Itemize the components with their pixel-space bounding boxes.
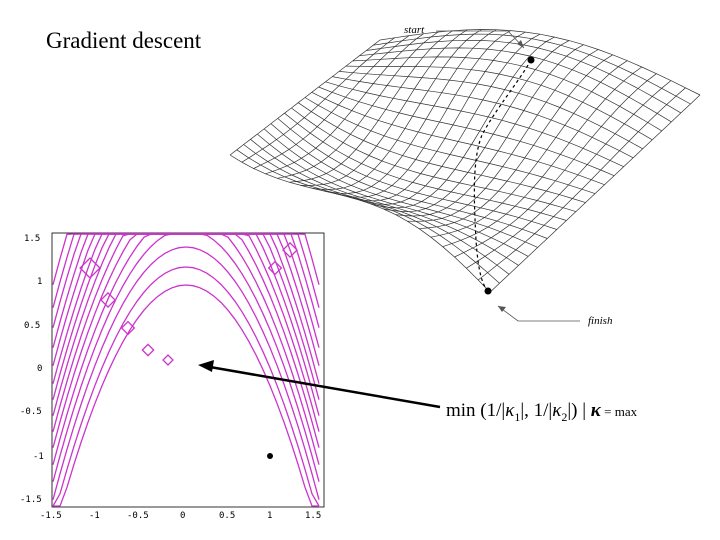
y-tick: -0.5 xyxy=(20,407,42,417)
finish-arrow xyxy=(497,305,580,322)
contour-line xyxy=(52,246,320,500)
slide-title: Gradient descent xyxy=(46,28,202,53)
y-tick: 0 xyxy=(37,364,42,374)
x-tick: 0 xyxy=(180,511,185,521)
mesh-line xyxy=(318,86,615,177)
mesh-line xyxy=(359,47,672,123)
x-tick: 1 xyxy=(267,511,272,521)
y-tick: -1.5 xyxy=(20,495,42,505)
y-tick: 1 xyxy=(37,277,42,287)
mesh-line xyxy=(373,33,691,105)
contour-point xyxy=(267,453,273,459)
contour-line xyxy=(53,284,319,507)
x-tick: -1.5 xyxy=(40,511,62,521)
mesh-line xyxy=(477,87,686,281)
mesh-line xyxy=(371,36,555,209)
contour-loop xyxy=(79,257,101,279)
mesh-line xyxy=(366,39,682,114)
mesh-line xyxy=(311,91,605,186)
x-tick: -0.5 xyxy=(127,511,149,521)
mesh-line xyxy=(442,66,643,248)
finish-label: finish xyxy=(588,315,613,327)
x-axis-ticks: -1.5 -1 -0.5 0 0.5 1 1.5 xyxy=(40,511,321,521)
start-label: start xyxy=(404,24,425,36)
contour-loop xyxy=(120,320,136,336)
descent-path xyxy=(473,56,535,295)
mesh-line xyxy=(466,80,672,269)
contour-loop xyxy=(141,343,155,357)
mesh-line xyxy=(407,49,599,222)
y-tick: 0.5 xyxy=(24,321,40,331)
mesh-line xyxy=(430,60,628,238)
finish-point xyxy=(484,287,492,295)
y-axis-ticks: 1.5 1 0.5 0 -0.5 -1 -1.5 xyxy=(20,234,44,505)
mesh-line xyxy=(345,65,653,141)
x-tick: 0.5 xyxy=(219,511,235,521)
mesh-line xyxy=(325,81,624,168)
start-point xyxy=(527,56,535,64)
contour-loop xyxy=(267,260,283,276)
mesh-line xyxy=(339,71,643,150)
contour-loop xyxy=(100,292,116,308)
mesh-line xyxy=(395,44,584,217)
mesh-line xyxy=(419,54,613,230)
mesh-line xyxy=(454,73,657,258)
mesh-line xyxy=(379,29,701,96)
y-tick: -1 xyxy=(33,452,44,462)
mesh-line xyxy=(352,56,662,132)
mesh-line xyxy=(332,76,634,159)
y-tick: 1.5 xyxy=(24,234,40,244)
contour-loop xyxy=(282,242,298,258)
pointer-arrow xyxy=(209,365,441,409)
surface-mesh xyxy=(229,29,701,293)
contour-line xyxy=(52,233,320,285)
contour-lines xyxy=(52,233,320,507)
x-tick: -1 xyxy=(89,511,100,521)
mesh-line xyxy=(489,94,701,293)
contour-loop xyxy=(162,354,174,366)
mesh-line xyxy=(359,33,541,205)
x-tick: 1.5 xyxy=(305,511,321,521)
curvature-formula: min (1/|κ1|, 1/|κ2|) | κ = max xyxy=(446,400,638,424)
